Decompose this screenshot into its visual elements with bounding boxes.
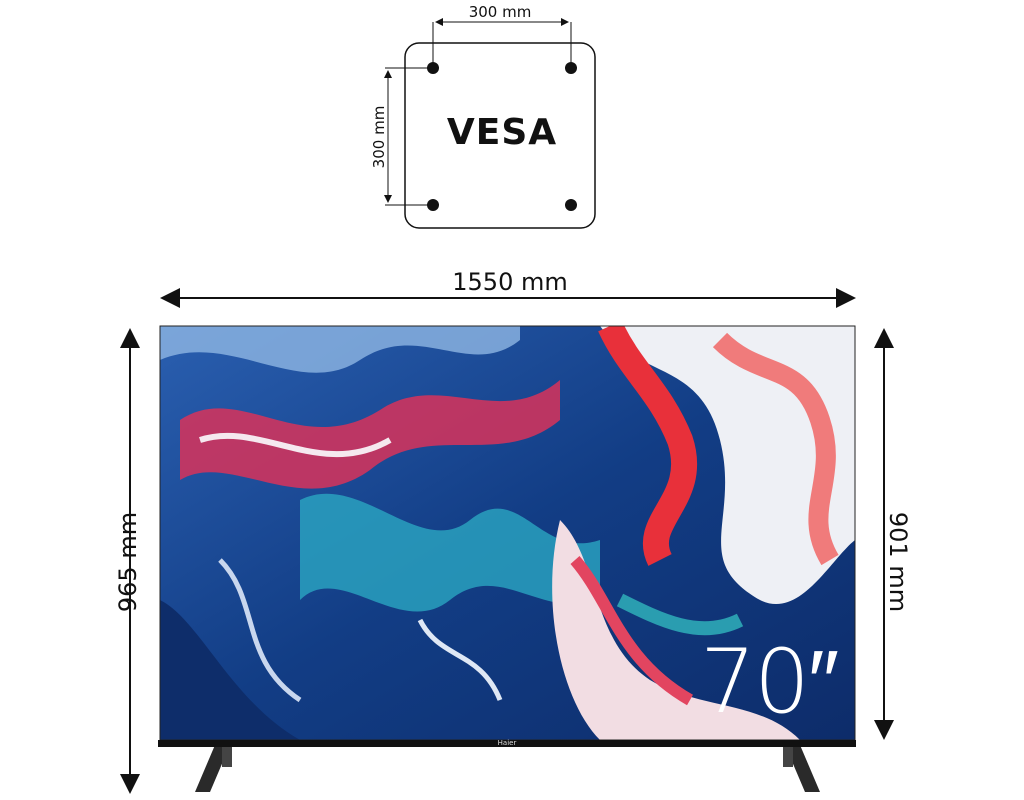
- vesa-hole: [427, 62, 439, 74]
- vesa-title: VESA: [446, 112, 558, 153]
- vesa-hole: [565, 62, 577, 74]
- vesa-plate: [384, 18, 596, 229]
- screen-size-label: 70″: [700, 630, 839, 733]
- vesa-hole: [565, 199, 577, 211]
- vesa-height-label: 300 mm: [370, 105, 388, 169]
- brand-logo: Haier: [497, 739, 517, 747]
- vesa-hole: [427, 199, 439, 211]
- tv-stand: [195, 745, 820, 792]
- vesa-width-label: 300 mm: [468, 3, 532, 21]
- screen-height-label: 901 mm: [884, 511, 912, 613]
- total-height-label: 965 mm: [114, 511, 142, 613]
- tv-screen: [160, 326, 855, 740]
- tv-bezel: [158, 740, 856, 747]
- width-label: 1550 mm: [452, 268, 568, 296]
